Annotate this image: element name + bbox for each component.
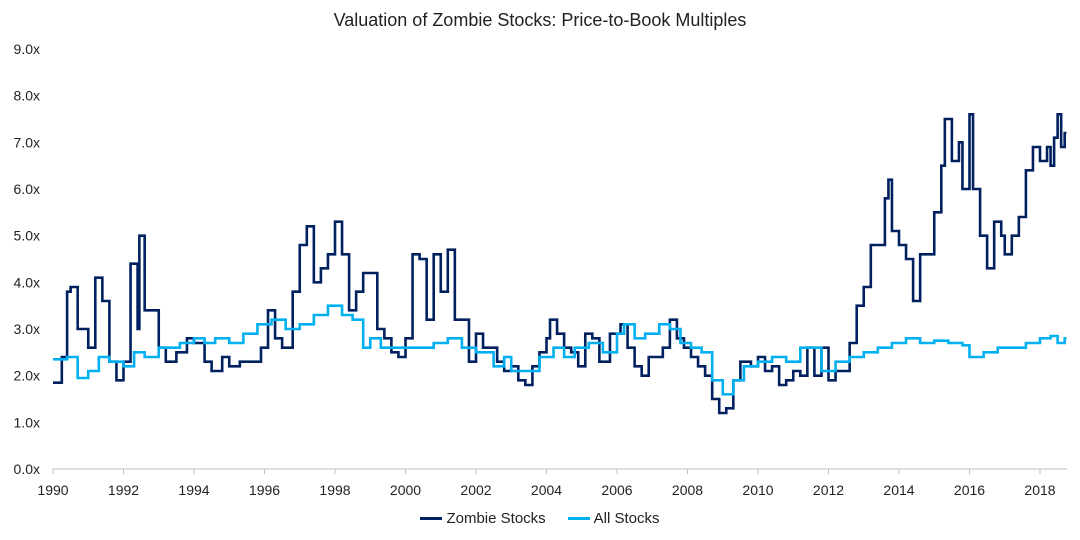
x-tick-label: 2016 [954, 482, 985, 498]
x-tick-label: 2014 [883, 482, 914, 498]
y-tick-label: 3.0x [14, 321, 40, 337]
y-tick-label: 2.0x [14, 368, 40, 384]
y-tick-label: 0.0x [14, 461, 40, 477]
legend-label: Zombie Stocks [446, 510, 546, 527]
x-tick-label: 2018 [1024, 482, 1055, 498]
series-line-all-stocks [53, 304, 1067, 396]
series-line-zombie-stocks [53, 113, 1067, 415]
legend: Zombie Stocks All Stocks [0, 510, 1080, 527]
y-tick-label: 8.0x [14, 88, 40, 104]
x-tick-label: 2002 [460, 482, 491, 498]
x-tick-label: 1998 [319, 482, 350, 498]
x-tick-label: 2012 [813, 482, 844, 498]
y-tick-label: 9.0x [14, 41, 40, 57]
x-tick-label: 1992 [108, 482, 139, 498]
legend-item-all: All Stocks [567, 510, 660, 527]
legend-swatch [420, 517, 443, 520]
x-tick-label: 1990 [37, 482, 68, 498]
legend-swatch [567, 517, 590, 520]
x-tick-label: 1994 [178, 482, 209, 498]
x-tick-label: 2004 [531, 482, 562, 498]
y-tick-label: 5.0x [14, 228, 40, 244]
legend-label: All Stocks [593, 510, 660, 527]
y-tick-label: 4.0x [14, 274, 40, 290]
x-tick-label: 2000 [390, 482, 421, 498]
y-tick-label: 7.0x [14, 134, 40, 150]
x-tick-label: 2010 [742, 482, 773, 498]
x-tick-label: 1996 [249, 482, 280, 498]
y-tick-label: 1.0x [14, 414, 40, 430]
legend-item-zombie: Zombie Stocks [420, 510, 546, 527]
x-tick-label: 2006 [601, 482, 632, 498]
y-tick-label: 6.0x [14, 181, 40, 197]
chart-title: Valuation of Zombie Stocks: Price-to-Boo… [333, 10, 747, 30]
x-tick-label: 2008 [672, 482, 703, 498]
